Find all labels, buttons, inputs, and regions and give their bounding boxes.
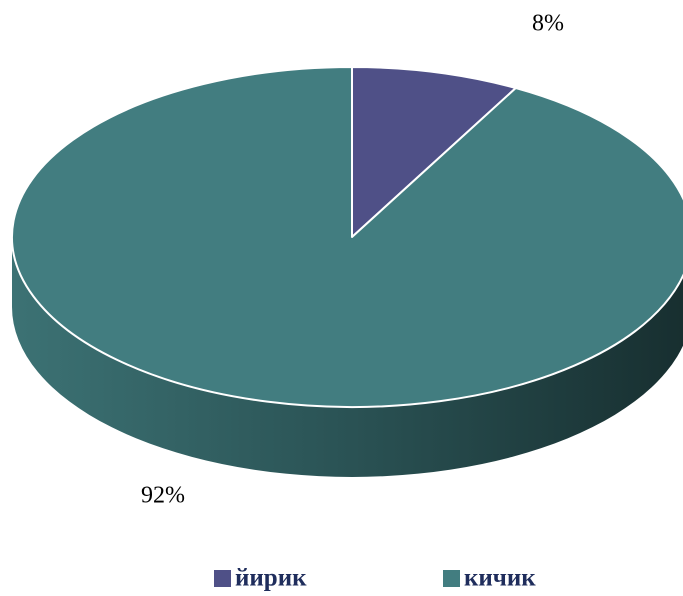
data-label: 92%: [141, 483, 185, 509]
legend-label: кичик: [464, 565, 536, 592]
legend-label: йирик: [235, 565, 307, 592]
pie-side: [12, 237, 683, 477]
legend-swatch: [443, 570, 460, 587]
pie-slice: [11, 66, 683, 408]
data-label: 8%: [532, 11, 564, 37]
pie-slice: [351, 66, 517, 238]
legend-swatch: [214, 570, 231, 587]
